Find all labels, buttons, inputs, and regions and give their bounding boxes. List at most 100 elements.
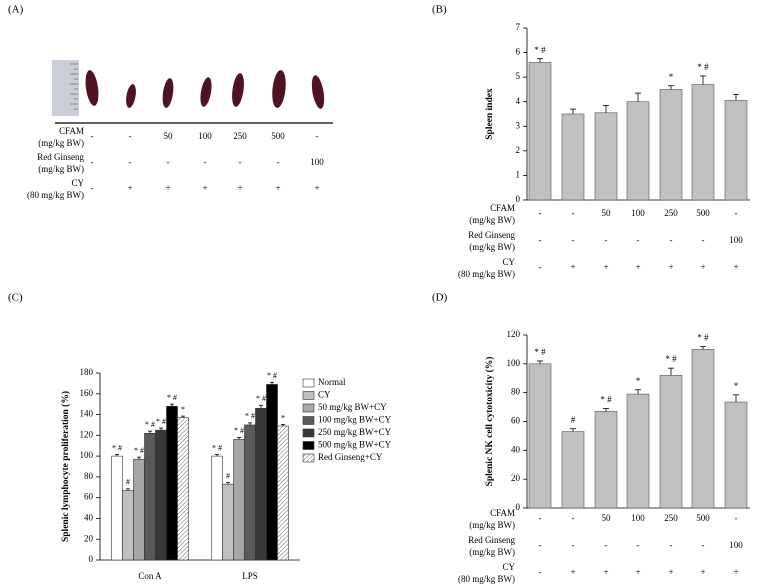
bar [122, 490, 134, 561]
table-cell: - [572, 208, 575, 218]
table-cell: - [572, 235, 575, 245]
table-row-label: CFAM [490, 508, 515, 518]
legend-swatch [302, 428, 315, 438]
y-tick-label: 60 [84, 492, 94, 502]
significance-label: * # [145, 420, 155, 429]
significance-label: * # [665, 354, 677, 364]
table-cell: + [733, 262, 738, 272]
table-cell: + [237, 183, 242, 193]
table-cell: + [603, 567, 608, 577]
significance-label: * [669, 72, 674, 82]
legend-label: 50 mg/kg BW+CY [318, 402, 387, 412]
bar [155, 429, 167, 561]
table-cell: - [539, 262, 542, 272]
table-cell: - [670, 235, 673, 245]
table-cell: + [635, 262, 640, 272]
y-tick-label: 20 [84, 533, 94, 543]
y-tick-label: 100 [80, 450, 94, 460]
bar [691, 84, 715, 201]
significance-label: * [636, 376, 641, 386]
x-tick-label: Con A [138, 571, 162, 581]
bar [222, 483, 234, 561]
table-row-label: (80 mg/kg BW) [27, 190, 84, 200]
table-cell: - [605, 540, 608, 550]
legend-swatch [302, 403, 315, 413]
bar [626, 393, 650, 509]
table-cell: + [570, 262, 575, 272]
y-axis-label: Spleen index [485, 88, 495, 140]
significance-label: # [126, 478, 130, 487]
table-cell: - [605, 235, 608, 245]
table-cell: + [635, 567, 640, 577]
table-row-label: CFAM [490, 203, 515, 213]
y-tick-label: 80 [84, 471, 94, 481]
table-cell: 500 [696, 208, 710, 218]
bar [528, 62, 552, 201]
table-cell: 100 [631, 208, 645, 218]
table-cell: 500 [271, 131, 285, 141]
table-cell: + [202, 183, 207, 193]
bar [144, 432, 156, 561]
table-row-label: CY [71, 178, 84, 188]
table-row-label: CFAM [59, 126, 84, 136]
y-tick-label: 0 [516, 502, 521, 512]
table-cell: 100 [729, 235, 743, 245]
table-row-label: (mg/kg BW) [469, 242, 515, 252]
table-cell: - [702, 235, 705, 245]
legend-swatch [302, 378, 315, 388]
table-row-label: (mg/kg BW) [38, 164, 84, 174]
y-tick-label: 80 [511, 387, 521, 397]
legend-swatch [302, 391, 315, 400]
table-cell: - [277, 157, 280, 167]
table-cell: - [91, 131, 94, 141]
table-cell: + [314, 183, 319, 193]
bar [724, 401, 748, 509]
significance-label: * # [697, 333, 709, 343]
significance-label: * # [600, 395, 612, 405]
table-cell: 100 [198, 131, 212, 141]
table-row-label: (mg/kg BW) [469, 547, 515, 557]
table-row-label: (80 mg/kg BW) [458, 574, 515, 584]
bar [659, 89, 683, 201]
bar [111, 455, 123, 561]
table-row-label: CY [502, 562, 515, 572]
bar [211, 455, 223, 561]
significance-label: * # [212, 443, 222, 452]
panel-label: (A) [8, 4, 24, 16]
significance-label: * # [167, 393, 177, 402]
panel-label: (C) [8, 292, 23, 304]
table-cell: - [539, 235, 542, 245]
significance-label: * # [234, 426, 244, 435]
significance-label: * # [697, 62, 709, 72]
y-tick-label: 60 [511, 416, 521, 426]
table-cell: - [539, 208, 542, 218]
y-tick-label: 4 [516, 96, 521, 106]
y-tick-label: 3 [516, 120, 521, 130]
ruler [52, 60, 79, 116]
y-tick-label: 140 [80, 409, 94, 419]
spleen-photo [52, 60, 333, 124]
y-tick-label: 20 [511, 473, 521, 483]
legend-label: 100 mg/kg BW+CY [318, 415, 392, 425]
table-cell: - [91, 183, 94, 193]
significance-label: * # [112, 443, 122, 452]
legend-swatch [302, 416, 315, 425]
table-row-label: (80 mg/kg BW) [458, 269, 515, 279]
y-tick-label: 5 [516, 71, 521, 81]
table-cell: + [603, 262, 608, 272]
table-cell: + [668, 567, 673, 577]
table-cell: - [572, 513, 575, 523]
table-cell: + [127, 183, 132, 193]
table-row-label: (mg/kg BW) [469, 520, 515, 530]
y-tick-label: 1 [516, 169, 521, 179]
significance-label: * [734, 381, 739, 391]
table-cell: 100 [729, 540, 743, 550]
table-cell: - [637, 540, 640, 550]
table-cell: - [735, 513, 738, 523]
panel-label: (B) [432, 4, 447, 16]
table-cell: + [668, 262, 673, 272]
bar [277, 425, 289, 561]
bar [266, 384, 278, 561]
table-row-label: CY [502, 257, 515, 267]
